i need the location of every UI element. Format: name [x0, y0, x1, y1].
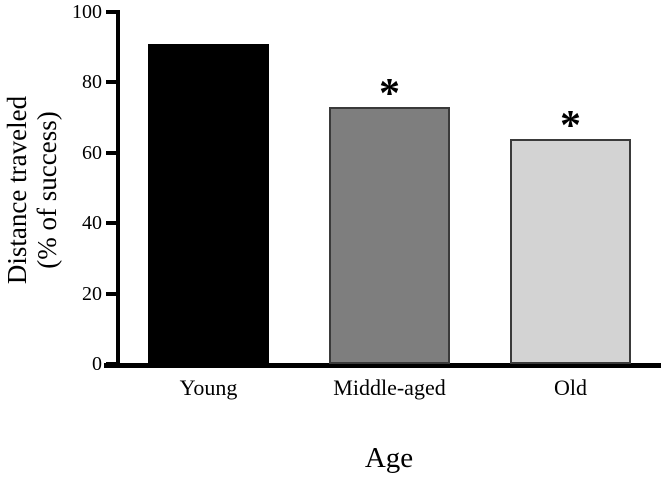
- x-axis-line: [104, 363, 661, 368]
- significance-asterisk: *: [379, 71, 400, 118]
- y-axis-line: [116, 10, 120, 368]
- y-tick-label: 100: [72, 1, 102, 23]
- y-tick-label: 60: [82, 141, 102, 164]
- bar-young: [148, 43, 269, 364]
- y-tick-label: 80: [82, 71, 102, 94]
- category-label-young: Young: [179, 375, 238, 400]
- y-tick-label: 40: [82, 212, 102, 235]
- y-tick: [106, 362, 116, 366]
- category-label-old: Old: [554, 375, 587, 400]
- x-axis-label: Age: [364, 442, 414, 474]
- y-tick: [106, 80, 116, 85]
- significance-asterisk: *: [560, 102, 581, 149]
- y-tick-label: 20: [82, 282, 102, 305]
- bar-middle-aged: [329, 107, 450, 364]
- y-tick-label: 0: [92, 353, 102, 375]
- y-axis-label-line2: (% of success): [32, 111, 62, 269]
- y-tick: [106, 150, 116, 155]
- y-axis-label-line1: Distance traveled: [2, 95, 32, 285]
- bar-old: [510, 138, 631, 364]
- y-tick: [106, 10, 116, 14]
- y-tick: [106, 291, 116, 296]
- y-tick: [106, 221, 116, 226]
- category-label-middle-aged: Middle-aged: [333, 375, 446, 400]
